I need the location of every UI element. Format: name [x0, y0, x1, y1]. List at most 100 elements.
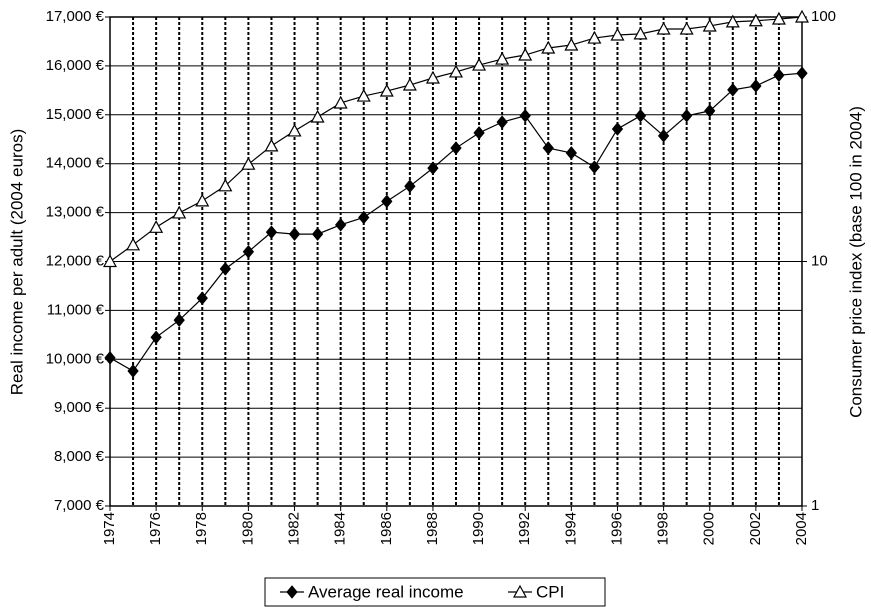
y-tick-label: 11,000 €	[47, 301, 105, 318]
x-tick-label: 1976	[147, 512, 164, 545]
x-tick-label: 1974	[101, 512, 118, 545]
data-point	[657, 129, 670, 143]
data-point	[242, 244, 255, 259]
x-tick-label: 2002	[747, 512, 764, 545]
data-point	[195, 193, 210, 207]
data-point	[102, 254, 118, 268]
data-point	[587, 30, 602, 44]
data-point	[265, 225, 278, 239]
data-point	[518, 47, 533, 61]
data-point	[127, 364, 139, 378]
y-tick-label: 16,000 €	[46, 57, 105, 74]
data-point	[519, 108, 531, 123]
data-point	[702, 18, 717, 32]
data-point	[311, 227, 324, 241]
data-point	[379, 83, 394, 97]
x-tick-label: 1994	[562, 512, 579, 545]
x-tick-label: 2000	[701, 512, 718, 545]
data-point	[241, 156, 256, 170]
y-tick-label: 9,000 €	[54, 399, 105, 416]
legend-marker	[286, 585, 298, 599]
data-point	[656, 21, 671, 35]
y2-tick-label: 1	[811, 497, 819, 514]
data-point	[725, 14, 740, 28]
x-tick-label: 1988	[424, 512, 441, 545]
data-point	[495, 51, 510, 65]
y-tick-label: 14,000 €	[46, 155, 105, 172]
x-tick-label: 1984	[332, 512, 349, 545]
data-point	[358, 210, 370, 225]
data-point	[704, 104, 716, 118]
data-point	[173, 313, 185, 327]
x-tick-label: 2004	[793, 512, 810, 545]
data-point	[335, 218, 347, 232]
data-point	[288, 227, 301, 241]
y-tick-label: 17,000 €	[46, 8, 105, 25]
data-point	[126, 237, 141, 251]
data-point	[196, 291, 208, 305]
data-point	[356, 88, 371, 102]
data-point	[473, 126, 485, 140]
x-tick-label: 1986	[378, 512, 395, 545]
y2-tick-label: 100	[811, 8, 836, 25]
y2-tick-label: 10	[811, 252, 828, 269]
y-tick-label: 7,000 €	[54, 497, 105, 514]
data-point	[218, 178, 233, 192]
data-point	[381, 194, 393, 209]
legend-label: Average real income	[308, 582, 464, 601]
data-point	[333, 95, 348, 109]
data-point	[794, 9, 810, 23]
data-point	[472, 57, 487, 71]
data-point	[679, 21, 694, 35]
y-tick-label: 15,000 €	[46, 106, 105, 123]
data-point	[564, 37, 579, 51]
x-tick-label: 1990	[470, 512, 487, 545]
y-tick-label: 10,000 €	[46, 350, 105, 367]
data-point	[427, 161, 439, 175]
data-point	[172, 205, 187, 219]
data-point	[541, 40, 556, 54]
data-point	[727, 83, 739, 97]
x-tick-label: 1992	[516, 512, 533, 545]
data-point	[773, 68, 785, 82]
data-point	[610, 27, 625, 41]
data-point	[588, 160, 601, 174]
x-tick-label: 1980	[239, 512, 256, 545]
x-tick-label: 1996	[608, 512, 625, 545]
legend-box	[264, 577, 606, 607]
y2-axis-label: Consumer price index (base 100 in 2004)	[846, 106, 865, 418]
legend-marker	[512, 584, 528, 598]
data-point	[450, 141, 462, 155]
legend-label: CPI	[536, 582, 564, 601]
data-point	[104, 351, 116, 365]
data-point	[611, 122, 624, 136]
data-point	[565, 146, 577, 160]
data-point	[750, 79, 762, 93]
data-point	[633, 26, 648, 40]
data-point	[425, 70, 440, 84]
data-point	[771, 11, 786, 25]
data-point	[448, 64, 464, 78]
y-tick-label: 12,000 €	[46, 252, 105, 269]
data-point	[287, 123, 302, 137]
y-axis-label: Real income per adult (2004 euros)	[7, 129, 26, 395]
data-point	[150, 330, 162, 345]
data-point	[681, 108, 693, 123]
x-tick-label: 1998	[655, 512, 672, 545]
data-point	[310, 109, 325, 123]
data-point	[264, 138, 279, 152]
data-point	[149, 220, 164, 233]
data-point	[404, 179, 416, 193]
data-point	[496, 115, 508, 129]
data-point	[402, 77, 417, 91]
y-tick-label: 8,000 €	[54, 448, 105, 465]
data-point	[219, 262, 231, 276]
data-point	[634, 108, 647, 123]
data-point	[542, 141, 554, 155]
x-tick-label: 1982	[286, 512, 303, 545]
y-tick-label: 13,000 €	[46, 204, 105, 221]
data-point	[796, 66, 808, 81]
data-point	[748, 13, 763, 27]
x-tick-label: 1978	[193, 512, 210, 545]
